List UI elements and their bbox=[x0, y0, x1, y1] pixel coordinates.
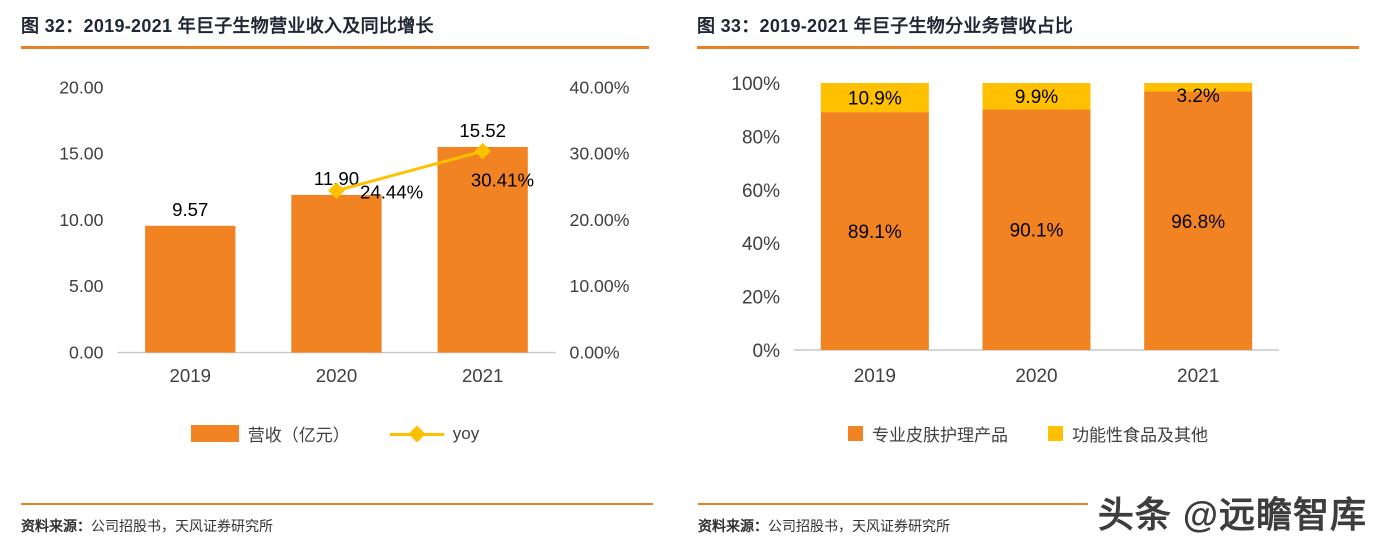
legend-label-yoy: yoy bbox=[452, 423, 480, 443]
svg-text:15.52: 15.52 bbox=[459, 120, 506, 141]
svg-text:10.00: 10.00 bbox=[59, 210, 103, 230]
svg-text:3.2%: 3.2% bbox=[1177, 86, 1220, 107]
svg-text:11.90: 11.90 bbox=[314, 168, 359, 189]
svg-text:0.00: 0.00 bbox=[69, 342, 104, 362]
svg-text:10.9%: 10.9% bbox=[848, 89, 902, 110]
svg-text:2020: 2020 bbox=[1015, 366, 1057, 387]
mix-chart-canvas: 0% 20% 40% 60% 80% 100% 2019 2020 2021 89.1% 10.9%… bbox=[697, 55, 1359, 395]
food-swatch bbox=[1048, 426, 1063, 441]
revenue-chart-title: 图 32：2019-2021 年巨子生物营业收入及同比增长 bbox=[21, 16, 434, 36]
legend-item-yoy: yoy bbox=[389, 423, 480, 444]
source-row-right: 资料来源：公司招股书，天风证券研究所 bbox=[698, 503, 1351, 536]
svg-text:90.1%: 90.1% bbox=[1010, 221, 1064, 242]
revenue-growth-panel: 图 32：2019-2021 年巨子生物营业收入及同比增长 0.00 5.00 10… bbox=[0, 0, 677, 544]
source-text-right: 资料来源：公司招股书，天风证券研究所 bbox=[698, 516, 1351, 536]
legend-label-revenue: 营收（亿元） bbox=[247, 426, 350, 445]
svg-text:2021: 2021 bbox=[1177, 366, 1219, 387]
source-divider-right bbox=[698, 503, 1351, 505]
svg-text:80%: 80% bbox=[742, 127, 780, 148]
svg-text:5.00: 5.00 bbox=[69, 276, 104, 296]
toutiao-watermark: 头条 @远瞻智库 bbox=[1087, 486, 1367, 538]
svg-text:9.57: 9.57 bbox=[172, 199, 208, 220]
source-label: 资料来源： bbox=[21, 518, 91, 534]
mix-chart-title: 图 33：2019-2021 年巨子生物分业务营收占比 bbox=[697, 16, 1074, 36]
svg-text:100%: 100% bbox=[731, 74, 780, 95]
legend-item-food: 功能性食品及其他 bbox=[1048, 421, 1208, 446]
svg-text:15.00: 15.00 bbox=[59, 144, 103, 164]
svg-text:20%: 20% bbox=[742, 288, 780, 309]
source-value: 公司招股书，天风证券研究所 bbox=[91, 518, 273, 534]
svg-text:24.44%: 24.44% bbox=[360, 182, 423, 203]
legend-item-revenue: 营收（亿元） bbox=[190, 421, 350, 446]
svg-text:40%: 40% bbox=[742, 234, 780, 255]
revenue-chart-canvas: 0.00 5.00 10.00 15.00 20.00 0.00% 10.00% 20.00%… bbox=[21, 55, 649, 395]
svg-text:2021: 2021 bbox=[462, 365, 503, 386]
title-divider bbox=[697, 46, 1359, 49]
revenue-bar-swatch bbox=[190, 425, 239, 442]
title-divider bbox=[21, 46, 649, 49]
svg-text:30.00%: 30.00% bbox=[570, 144, 630, 164]
svg-text:60%: 60% bbox=[742, 181, 780, 202]
revenue-mix-panel: 图 33：2019-2021 年巨子生物分业务营收占比 0% 20% 40% 60% 8… bbox=[677, 0, 1375, 544]
source-label: 资料来源： bbox=[698, 518, 768, 534]
svg-text:9.9%: 9.9% bbox=[1015, 87, 1058, 108]
legend-label-food: 功能性食品及其他 bbox=[1072, 426, 1208, 445]
svg-text:20.00%: 20.00% bbox=[570, 210, 630, 230]
svg-text:30.41%: 30.41% bbox=[471, 169, 534, 190]
svg-text:2020: 2020 bbox=[316, 365, 357, 386]
legend-label-skincare: 专业皮肤护理产品 bbox=[872, 426, 1008, 445]
source-row-left: 资料来源：公司招股书，天风证券研究所 bbox=[21, 503, 653, 536]
svg-text:89.1%: 89.1% bbox=[848, 222, 902, 243]
skincare-swatch bbox=[848, 426, 863, 441]
svg-text:0.00%: 0.00% bbox=[570, 342, 620, 362]
svg-text:96.8%: 96.8% bbox=[1171, 212, 1225, 233]
yoy-line-swatch bbox=[389, 425, 444, 442]
svg-text:10.00%: 10.00% bbox=[570, 276, 630, 296]
svg-text:20.00: 20.00 bbox=[59, 78, 103, 98]
svg-text:2019: 2019 bbox=[170, 365, 211, 386]
mix-chart-legend: 专业皮肤护理产品 功能性食品及其他 bbox=[697, 421, 1359, 446]
source-value: 公司招股书，天风证券研究所 bbox=[768, 518, 950, 534]
svg-text:2019: 2019 bbox=[854, 366, 896, 387]
source-divider-left bbox=[21, 503, 653, 505]
revenue-chart-legend: 营收（亿元） yoy bbox=[21, 421, 649, 446]
source-text-left: 资料来源：公司招股书，天风证券研究所 bbox=[21, 516, 653, 536]
svg-text:40.00%: 40.00% bbox=[570, 78, 630, 98]
legend-item-skincare: 专业皮肤护理产品 bbox=[848, 421, 1008, 446]
svg-text:0%: 0% bbox=[753, 341, 781, 362]
yoy-diamond-icon bbox=[408, 425, 426, 442]
